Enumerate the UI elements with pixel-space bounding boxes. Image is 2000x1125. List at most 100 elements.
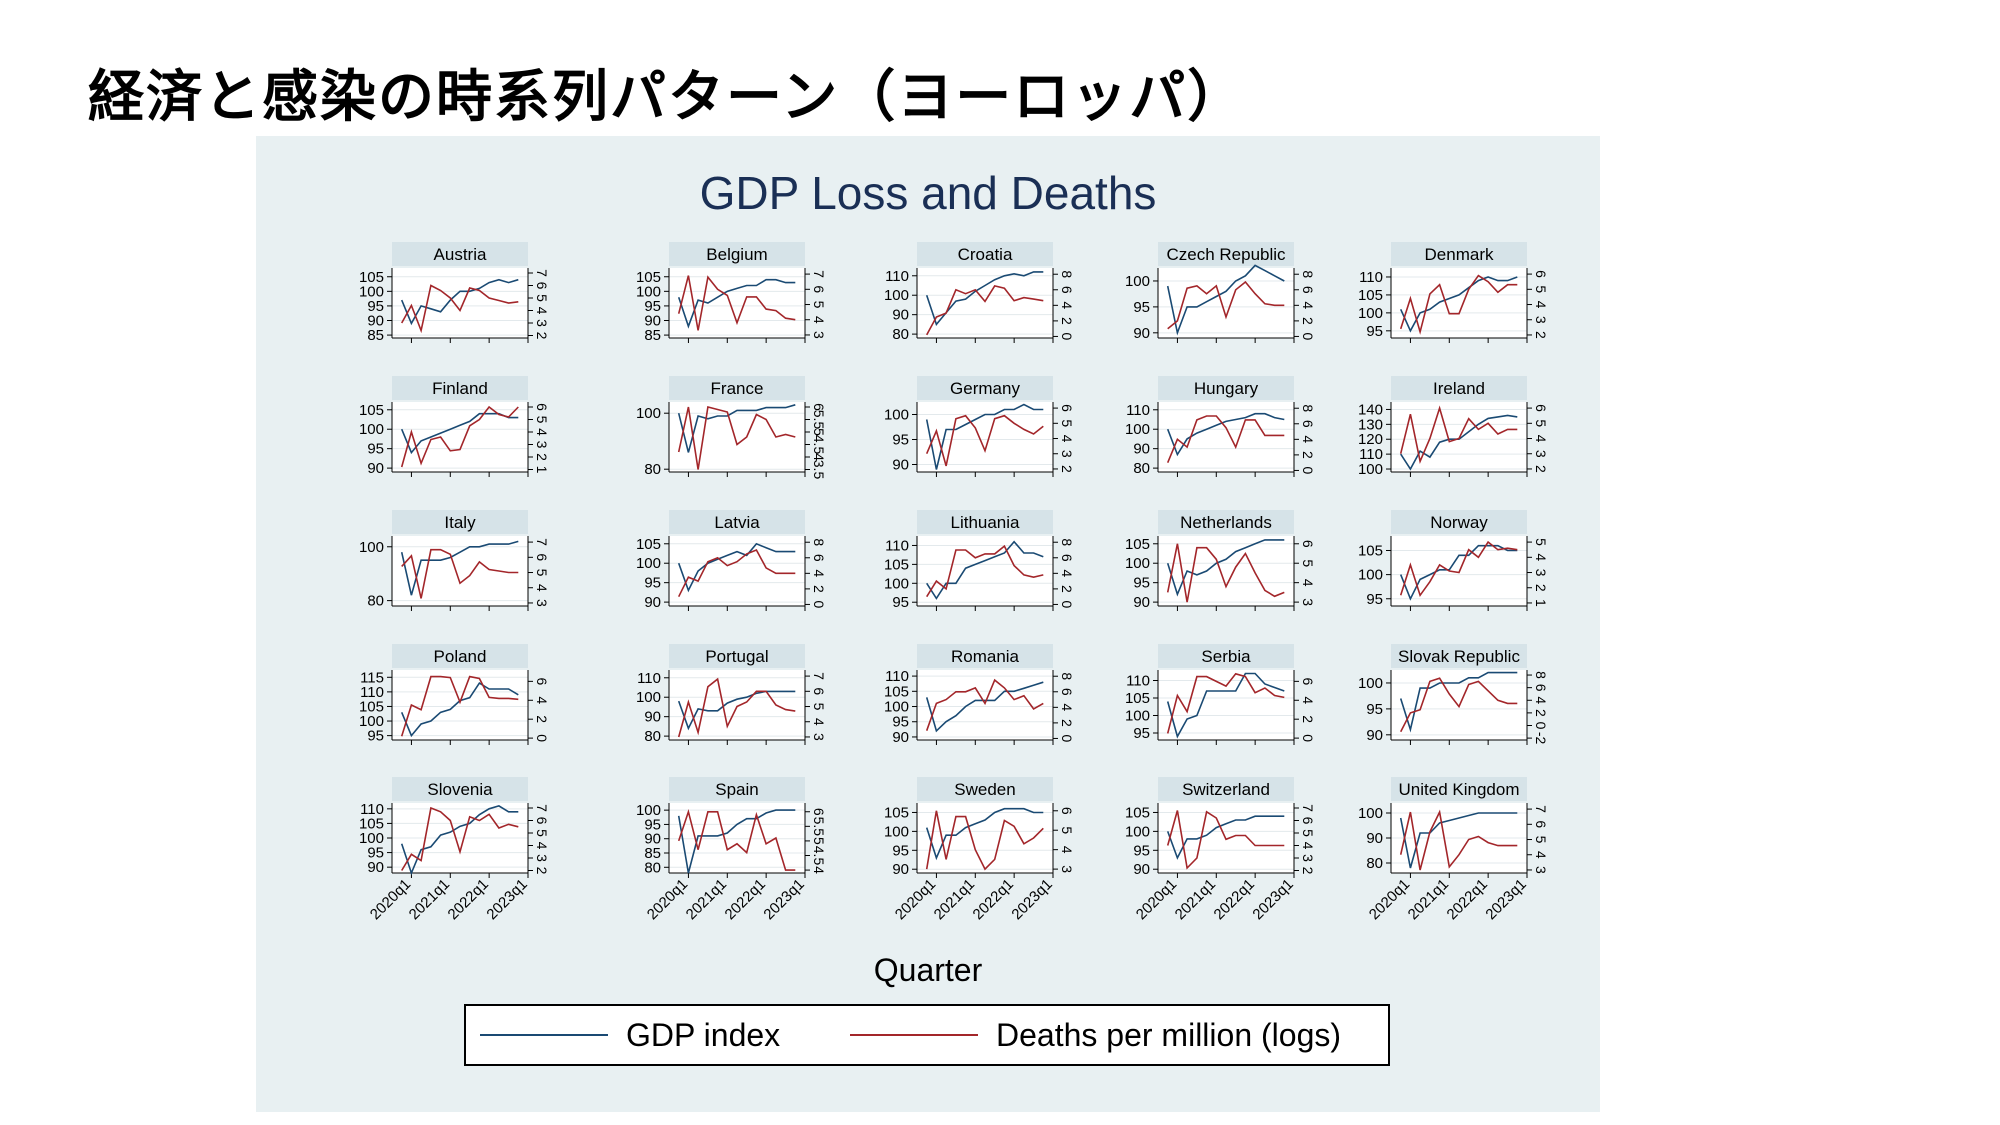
right-tick-label: 2 [1533, 584, 1549, 592]
right-tick-label: 2 [1533, 465, 1549, 473]
left-tick-label: 100 [1358, 305, 1383, 322]
plot-region [392, 670, 528, 740]
panel-slovenia: Slovenia90951001051102345672020q12021q12… [359, 777, 550, 923]
right-tick-label: 6 [811, 687, 827, 695]
left-tick-label: 110 [885, 537, 909, 554]
right-tick-label: 4.5 [811, 846, 827, 866]
left-tick-label: 95 [1366, 701, 1383, 718]
x-tick-label: 2022q1 [722, 876, 769, 923]
right-tick-label: 5 [1533, 419, 1549, 427]
series-line-deaths-sweden [925, 810, 1044, 871]
panel-title: Croatia [958, 245, 1013, 264]
left-tick-label: 110 [1359, 446, 1383, 463]
panel-strip [392, 242, 528, 266]
left-tick-label: 100 [1358, 675, 1383, 692]
x-tick-label: 2022q1 [445, 876, 492, 923]
right-tick-label: 5 [534, 416, 550, 424]
left-tick-label: 105 [636, 269, 661, 286]
right-tick-label: 6 [1059, 807, 1075, 815]
slide-title: 経済と感染の時系列パターン（ヨーロッパ） [88, 65, 1246, 130]
series-line-gdp-romania [925, 681, 1044, 733]
left-tick-label: 100 [884, 823, 909, 840]
left-tick-label: 110 [1126, 673, 1150, 690]
series-line-gdp-hungary [1166, 412, 1285, 457]
right-tick-label: 6 [534, 553, 550, 561]
left-tick-label: 100 [359, 283, 384, 300]
series-line-deaths-serbia [1166, 672, 1285, 734]
right-tick-label: 6 [1300, 817, 1316, 825]
right-tick-label: 4 [1533, 435, 1549, 443]
legend-label-deaths: Deaths per million (logs) [996, 1016, 1342, 1053]
series-line-gdp-netherlands [1166, 539, 1285, 597]
left-tick-label: 105 [359, 269, 384, 286]
right-tick-label: 6 [1533, 684, 1549, 692]
right-tick-label: 5 [811, 703, 827, 711]
right-tick-label: 2 [1300, 317, 1316, 325]
right-tick-label: 5.5 [811, 410, 827, 430]
right-tick-label: 3 [1533, 866, 1549, 874]
panel-united-kingdom: United Kingdom8090100345672020q12021q120… [1358, 777, 1549, 923]
right-tick-label: 0 [811, 601, 827, 609]
panel-title: Spain [715, 780, 758, 799]
series-line-deaths-lithuania [926, 544, 1044, 598]
right-tick-label: 7 [534, 269, 550, 277]
left-tick-label: 105 [359, 815, 384, 832]
legend-swatch-deaths [850, 1034, 978, 1036]
panel-strip [392, 510, 528, 534]
right-tick-label: 6 [1300, 540, 1316, 548]
right-tick-label: 2 [1300, 451, 1316, 459]
right-tick-label: 4 [534, 307, 550, 315]
series-line-deaths-portugal [677, 677, 796, 738]
plot-region [1158, 670, 1294, 740]
x-tick-label: 2021q1 [683, 876, 730, 923]
panel-strip [1391, 644, 1527, 668]
right-tick-label: 6 [1059, 688, 1075, 696]
left-tick-label: 80 [367, 593, 384, 610]
left-tick-label: 105 [1125, 536, 1150, 553]
left-tick-label: 140 [1358, 401, 1383, 418]
left-tick-label: 105 [636, 536, 661, 553]
right-tick-label: 4 [1300, 696, 1316, 704]
x-tick-label: 2023q1 [760, 876, 807, 923]
right-tick-label: 6 [811, 808, 827, 816]
left-tick-label: 80 [644, 859, 661, 876]
series-line-deaths-denmark [1399, 274, 1518, 335]
panel-strip [917, 644, 1053, 668]
left-tick-label: 110 [1359, 269, 1383, 286]
right-tick-label: 5 [811, 301, 827, 309]
right-tick-label: 8 [1059, 672, 1075, 680]
right-tick-label: 4 [1059, 703, 1075, 711]
series-line-gdp-czech-republic [1166, 264, 1285, 336]
panel-strip [392, 777, 528, 801]
right-tick-label: 4 [1059, 846, 1075, 854]
left-tick-label: 90 [367, 859, 384, 876]
left-tick-label: 95 [367, 845, 384, 862]
left-tick-label: 120 [1358, 431, 1383, 448]
series-line-gdp-serbia [1166, 672, 1285, 739]
panel-strip [669, 777, 805, 801]
left-tick-label: 90 [892, 861, 909, 878]
left-tick-label: 100 [359, 539, 384, 556]
left-tick-label: 95 [1366, 591, 1383, 608]
left-tick-label: 95 [367, 298, 384, 315]
panel-title: Norway [1430, 513, 1488, 532]
panel-title: Latvia [714, 513, 760, 532]
right-tick-label: 2 [1059, 585, 1075, 593]
left-tick-label: 100 [359, 830, 384, 847]
small-multiples-chart: Austria859095100105234567Belgium85909510… [359, 242, 1549, 923]
left-tick-label: 105 [884, 556, 909, 573]
right-tick-label: 2 [534, 332, 550, 340]
left-tick-label: 90 [892, 729, 909, 746]
right-tick-label: 3 [1059, 865, 1075, 873]
panel-sweden: Sweden 90 95 100 105 3 4 5 6 2020q12021q12022q120… [884, 777, 1075, 923]
panel-switzerland: Switzerland90951001052345672020q12021q12… [1125, 777, 1316, 923]
panel-hungary: Hungary 80 90 100 110 0 2 4 6 8 [1125, 376, 1316, 477]
right-tick-label: 2 [1059, 465, 1075, 473]
right-tick-label: 4 [534, 696, 550, 704]
left-tick-label: 100 [1125, 708, 1150, 725]
right-tick-label: 6 [1300, 420, 1316, 428]
panel-strip [1391, 376, 1527, 400]
right-tick-label: 2 [1059, 719, 1075, 727]
left-tick-label: 100 [1358, 567, 1383, 584]
